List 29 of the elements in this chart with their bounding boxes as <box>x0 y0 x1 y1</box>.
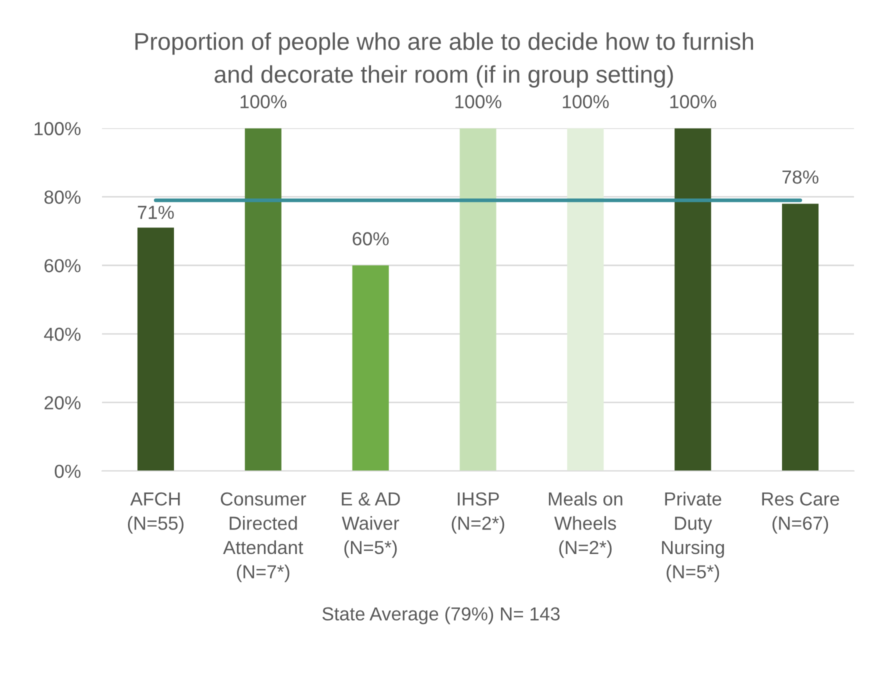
x-tick-label: E & AD Waiver (N=5*) <box>342 492 400 558</box>
data-label: 60% <box>352 232 389 246</box>
bar <box>352 265 389 471</box>
bar <box>782 204 819 471</box>
y-tick-label: 20% <box>44 396 80 410</box>
bar <box>137 228 174 471</box>
x-tick-label: Meals on Wheels (N=2*) <box>548 492 622 558</box>
x-tick-label: Consumer Directed Attendant (N=7*) <box>220 492 306 582</box>
data-label: 78% <box>782 170 818 184</box>
x-tick-label: Private Duty Nursing (N=5*) <box>662 492 724 582</box>
x-tick-label: IHSP (N=2*) <box>452 492 504 534</box>
bar <box>567 128 604 471</box>
x-axis-title: State Average (79%) N= 143 <box>322 606 560 624</box>
x-tick-label: Res Care (N=67) <box>762 492 840 534</box>
bar <box>460 128 496 471</box>
y-tick-label: 0% <box>54 464 80 478</box>
data-label: 100% <box>240 95 286 108</box>
y-tick-label: 40% <box>44 328 80 341</box>
y-tick-label: 60% <box>44 259 80 272</box>
data-label: 71% <box>138 206 174 219</box>
chart-title: Proportion of people who are able to decide how to furnish and decorate their room (if in group setting) <box>135 32 754 88</box>
bar <box>674 128 712 471</box>
y-tick-label: 100% <box>34 122 80 136</box>
data-label: 100% <box>455 95 502 108</box>
data-label: 100% <box>670 95 716 108</box>
data-label: 100% <box>562 95 609 108</box>
x-tick-label: AFCH (N=55) <box>128 492 184 534</box>
bar <box>244 128 282 471</box>
y-tick-label: 80% <box>44 190 80 204</box>
